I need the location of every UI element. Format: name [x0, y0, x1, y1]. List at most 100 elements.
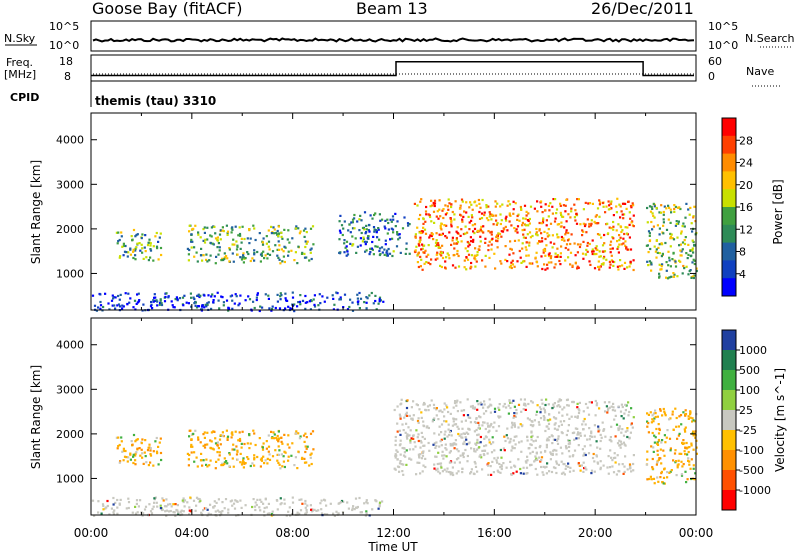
data-cell: [544, 254, 547, 257]
data-cell: [554, 422, 557, 425]
data-cell: [117, 231, 120, 234]
data-cell: [167, 503, 170, 506]
data-cell: [259, 509, 262, 512]
data-cell: [464, 419, 467, 422]
data-cell: [540, 459, 543, 462]
data-cell: [567, 231, 570, 235]
data-cell: [373, 213, 376, 217]
data-cell: [450, 243, 453, 246]
data-cell: [226, 233, 229, 236]
data-cell: [525, 224, 528, 227]
data-cell: [127, 497, 130, 500]
data-cell: [525, 241, 528, 244]
data-cell: [425, 213, 428, 216]
colorbar-segment: [722, 260, 736, 279]
data-cell: [439, 409, 442, 412]
data-cell: [566, 239, 570, 242]
data-cell: [459, 234, 462, 237]
data-cell: [195, 496, 199, 499]
data-cell: [658, 252, 661, 255]
data-cell: [603, 233, 606, 237]
data-cell: [493, 457, 496, 460]
data-cell: [607, 455, 610, 458]
data-cell: [127, 292, 130, 295]
data-cell: [432, 238, 435, 241]
data-cell: [551, 406, 554, 410]
data-cell: [596, 446, 599, 449]
data-cell: [473, 447, 476, 451]
data-cell: [194, 509, 197, 512]
data-cell: [687, 243, 690, 246]
data-cell: [504, 217, 507, 220]
data-cell: [553, 402, 556, 405]
data-cell: [460, 436, 463, 439]
data-cell: [293, 464, 296, 467]
data-cell: [472, 406, 475, 409]
data-cell: [693, 243, 696, 247]
data-cell: [377, 507, 380, 510]
data-cell: [378, 247, 382, 250]
data-cell: [309, 504, 312, 507]
data-cell: [435, 441, 438, 444]
data-cell: [498, 462, 501, 466]
data-cell: [429, 215, 432, 219]
data-cell: [590, 432, 593, 435]
data-cell: [499, 222, 502, 226]
data-cell: [454, 200, 457, 203]
data-cell: [617, 427, 620, 430]
data-cell: [522, 472, 525, 475]
data-cell: [687, 450, 690, 454]
data-cell: [188, 248, 191, 252]
data-cell: [309, 251, 312, 254]
data-cell: [358, 307, 361, 310]
data-cell: [492, 214, 495, 217]
data-cell: [441, 244, 444, 247]
data-cell: [398, 413, 401, 416]
data-cell: [519, 256, 522, 259]
data-cell: [287, 305, 290, 308]
data-cell: [374, 212, 377, 215]
data-cell: [552, 438, 555, 441]
data-cell: [368, 253, 371, 256]
data-cell: [509, 406, 512, 410]
data-cell: [419, 446, 422, 449]
data-cell: [500, 235, 503, 238]
data-cell: [267, 297, 270, 300]
data-cell: [590, 469, 594, 472]
data-cell: [465, 256, 468, 259]
data-cell: [384, 243, 387, 246]
data-cell: [576, 406, 579, 409]
data-cell: [653, 205, 656, 208]
data-cell: [581, 423, 584, 426]
data-cell: [569, 251, 573, 254]
data-cell: [182, 510, 185, 513]
data-cell: [231, 299, 234, 302]
data-cell: [487, 244, 490, 247]
data-cell: [346, 253, 350, 256]
data-cell: [370, 247, 373, 250]
data-cell: [601, 250, 604, 253]
data-cell: [619, 236, 622, 239]
data-cell: [265, 506, 268, 509]
data-cell: [273, 228, 276, 231]
data-cell: [343, 220, 346, 223]
data-cell: [287, 455, 290, 458]
data-cell: [232, 465, 235, 468]
data-cell: [584, 201, 587, 204]
data-cell: [417, 242, 420, 246]
data-cell: [399, 453, 402, 456]
data-cell: [232, 238, 235, 241]
data-cell: [253, 306, 256, 310]
data-cell: [535, 452, 538, 455]
data-cell: [295, 225, 298, 228]
data-cell: [238, 431, 241, 434]
data-cell: [541, 471, 544, 474]
data-cell: [235, 240, 238, 243]
data-cell: [289, 307, 292, 310]
data-cell: [435, 239, 438, 242]
data-cell: [622, 242, 625, 245]
data-cell: [632, 204, 635, 207]
data-cell: [387, 247, 390, 251]
data-cell: [260, 457, 263, 460]
data-cell: [669, 265, 672, 268]
